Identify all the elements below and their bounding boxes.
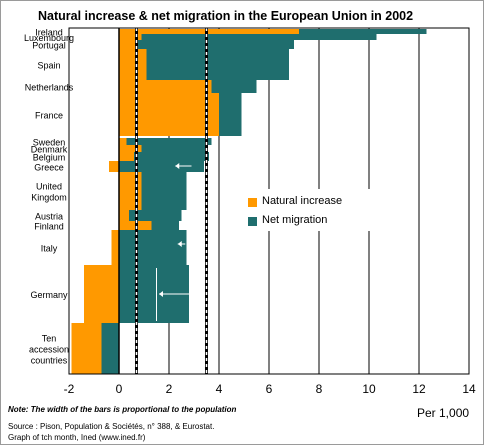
bar-natural-increase [119, 138, 127, 145]
x-tick-label: 0 [116, 382, 123, 396]
category-label: Germany [30, 290, 68, 300]
x-axis-unit-label: Per 1,000 [417, 406, 470, 420]
category-label: Luxembourg [24, 33, 74, 43]
category-label: United [36, 182, 62, 192]
x-tick-label: -2 [64, 382, 75, 396]
bar-natural-increase [119, 93, 219, 136]
bar-natural-increase [111, 230, 119, 265]
bar-natural-increase [109, 161, 119, 172]
x-tick-label: 12 [412, 382, 426, 396]
category-label: Portugal [32, 41, 66, 51]
bar-net-migration [119, 230, 187, 265]
legend: Natural increase Net migration [241, 189, 373, 231]
category-label: Netherlands [25, 83, 74, 93]
x-tick-label: 4 [216, 382, 223, 396]
category-label: Ireland [35, 28, 63, 38]
bar-net-migration [101, 323, 119, 374]
x-tick-label: 2 [166, 382, 173, 396]
category-label: Kingdom [31, 193, 67, 203]
bar-natural-increase [119, 172, 142, 210]
bar-natural-increase [119, 145, 142, 152]
category-label: Denmark [31, 145, 68, 155]
arrow-italy-head [177, 241, 182, 247]
bar-net-migration [141, 145, 207, 152]
note-bar-width: Note: The width of the bars is proportio… [8, 405, 237, 414]
bar-net-migration [141, 172, 187, 210]
bar-natural-increase [119, 80, 212, 93]
bar-net-migration [129, 210, 182, 221]
source-note: Source : Pison, Population & Sociétés, n… [8, 422, 215, 431]
bar-net-migration [146, 49, 289, 80]
bar-natural-increase [119, 49, 147, 80]
bar-natural-increase [119, 29, 299, 34]
category-label: Austria [35, 212, 63, 222]
category-label: Spain [37, 61, 60, 71]
bar-net-migration [134, 152, 209, 161]
x-tick-label: 14 [462, 382, 476, 396]
category-label: countries [31, 356, 68, 366]
bar-natural-increase [119, 210, 129, 221]
graph-credit: Graph of tch month, Ined (www.ined.fr) [8, 433, 146, 442]
category-label: Sweden [33, 138, 66, 148]
bar-net-migration [136, 40, 294, 49]
bar-natural-increase [84, 265, 119, 323]
bar-net-migration [151, 221, 179, 230]
bar-net-migration [141, 34, 377, 40]
x-tick-label: 6 [266, 382, 273, 396]
bar-natural-increase [71, 323, 102, 374]
category-label: Greece [34, 163, 64, 173]
bar-net-migration [299, 29, 427, 34]
legend-swatch-net [248, 217, 257, 226]
legend-swatch-natural [248, 198, 257, 207]
category-label: Italy [41, 244, 58, 254]
bar-natural-increase [119, 34, 142, 40]
x-tick-label: 10 [362, 382, 376, 396]
category-label: Finland [34, 222, 64, 232]
legend-label-net: Net migration [262, 214, 328, 226]
x-tick-label: 8 [316, 382, 323, 396]
bar-natural-increase [119, 152, 134, 161]
category-label: France [35, 111, 63, 121]
category-label: Ten [42, 334, 57, 344]
plot-area-border [68, 27, 470, 375]
category-label: accession [29, 345, 69, 355]
arrow-germany-head [159, 291, 163, 297]
bar-natural-increase [119, 40, 137, 49]
chart-title: Natural increase & net migration in the … [38, 9, 414, 23]
legend-label-natural: Natural increase [262, 195, 343, 207]
bar-net-migration [211, 80, 257, 93]
arrow-greece-head [175, 163, 180, 169]
bar-net-migration [119, 161, 204, 172]
bar-net-migration [219, 93, 242, 136]
category-label: Belgium [33, 153, 66, 163]
bar-net-migration [126, 138, 212, 145]
